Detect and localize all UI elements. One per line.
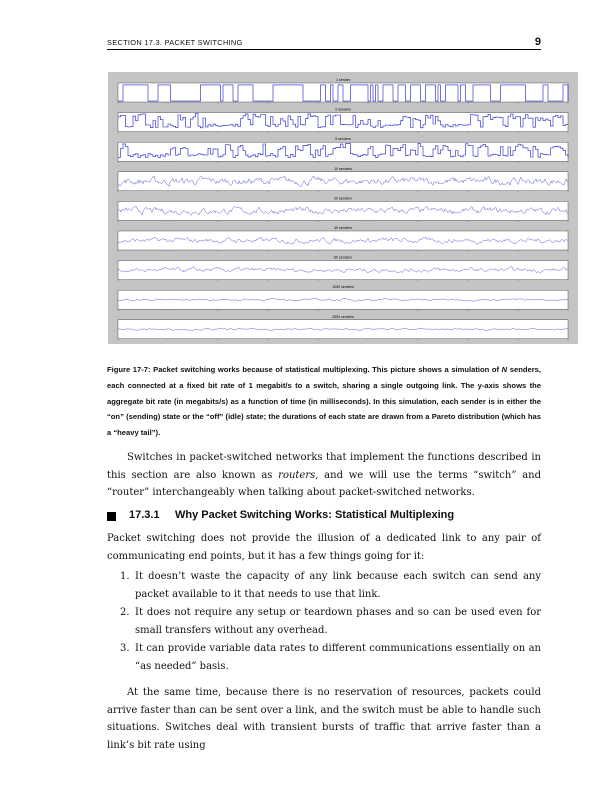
figure-17-7: 1 sender 2 senders 5 senders 10 senders 20 s… <box>108 72 578 344</box>
panel-8: 1000 senders <box>117 285 569 311</box>
traffic-trace <box>117 266 569 274</box>
panel-3: 5 senders <box>117 137 569 163</box>
caption-var-n: N <box>501 365 508 374</box>
panel-1: 1 sender <box>117 78 569 104</box>
running-header: SECTION 17.3. PACKET SWITCHING 9 <box>107 36 541 50</box>
panel-title: 60 senders <box>334 256 352 260</box>
panel-title: 1 sender <box>336 78 351 82</box>
subsection-number: 17.3.1 <box>129 509 160 521</box>
paragraph-2: Packet switching does not provide the il… <box>107 533 541 562</box>
panel-title: 1000 senders <box>332 285 354 289</box>
panel-title: 20 senders <box>334 196 352 200</box>
panel-7: 60 senders <box>117 256 569 282</box>
header-rule <box>107 49 541 50</box>
intro-text-2: , and we will use the terms “switch” and… <box>107 469 541 499</box>
panel-frame <box>117 230 569 251</box>
panel-frame <box>117 112 569 132</box>
intro-text-1: Switches in packet-switched networks tha… <box>107 452 541 481</box>
traffic-trace <box>117 236 569 245</box>
page-number: 9 <box>534 36 541 48</box>
list-number: 2. <box>120 607 130 618</box>
traffic-trace <box>118 113 569 129</box>
panel-frame <box>117 260 569 280</box>
caption-text-1: Packet switching works because of statis… <box>150 365 502 374</box>
list-text: It doesn’t waste the capacity of any lin… <box>135 571 541 600</box>
subsection-heading: 17.3.1 Why Packet Switching Works: Stati… <box>107 508 541 526</box>
traffic-trace <box>117 205 569 216</box>
list-text: It does not require any setup or teardow… <box>135 607 541 636</box>
list-number: 3. <box>120 643 130 654</box>
panel-frame <box>117 319 569 340</box>
term-routers: routers <box>278 469 316 481</box>
caption-label: Figure 17-7: <box>107 365 151 374</box>
multiplexing-plots: 1 sender 2 senders 5 senders 10 senders 20 s… <box>117 78 569 341</box>
caption-text-2: senders, each connected at a fixed bit r… <box>107 365 541 438</box>
panel-title: 40 senders <box>334 226 352 230</box>
subsection-title: Why Packet Switching Works: Statistical … <box>175 509 455 521</box>
figure-caption: Figure 17-7: Packet switching works beca… <box>107 362 541 441</box>
panel-title: 10 senders <box>334 167 352 171</box>
panel-9: 2000 senders <box>117 315 569 341</box>
panel-4: 10 senders <box>117 167 569 193</box>
panel-frame <box>117 289 569 310</box>
intro-paragraph: Switches in packet-switched networks tha… <box>107 449 541 502</box>
list-text: It can provide variable data rates to di… <box>135 643 541 672</box>
panel-frame <box>117 171 569 192</box>
traffic-trace <box>118 143 569 158</box>
traffic-trace <box>117 327 569 331</box>
panel-6: 40 senders <box>117 226 569 252</box>
panel-5: 20 senders <box>117 196 569 222</box>
panel-title: 2 senders <box>335 108 351 112</box>
traffic-trace <box>118 84 569 102</box>
list-number: 1. <box>120 571 130 582</box>
panel-title: 2000 senders <box>332 315 354 319</box>
panel-title: 5 senders <box>335 137 351 141</box>
paragraph-3: At the same time, because there is no re… <box>107 687 541 751</box>
traffic-trace <box>117 297 569 302</box>
panel-2: 2 senders <box>117 108 569 134</box>
heading-square-icon <box>107 512 116 521</box>
traffic-trace <box>117 175 569 187</box>
section-title: SECTION 17.3. PACKET SWITCHING <box>107 38 243 47</box>
